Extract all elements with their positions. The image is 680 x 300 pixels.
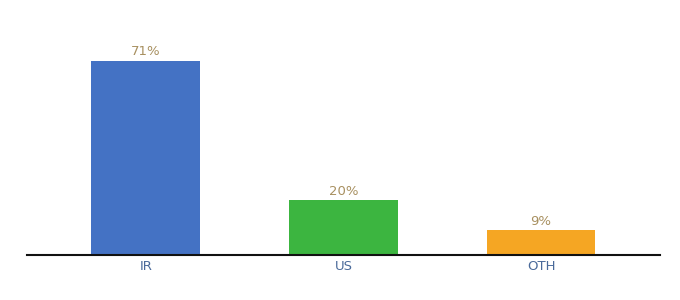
Bar [487,230,596,255]
Text: 9%: 9% [530,214,551,228]
Text: 20%: 20% [328,184,358,197]
Bar [289,200,398,255]
Bar [91,61,200,255]
Text: 71%: 71% [131,45,160,58]
